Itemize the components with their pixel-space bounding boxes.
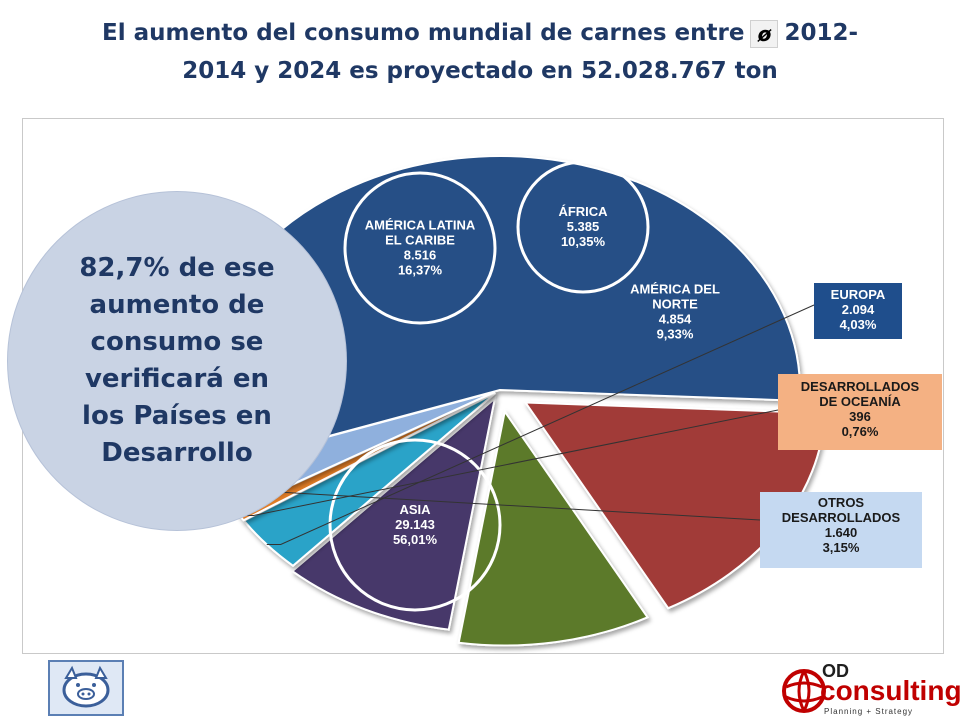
consulting-text: consulting xyxy=(820,675,960,706)
title-part-2: 2012- xyxy=(784,20,859,46)
oceania-percent: 0,76% xyxy=(841,424,879,439)
label-box-otros: OTROS DESARROLLADOS 1.640 3,15% xyxy=(760,492,922,568)
oceania-value: 396 xyxy=(849,409,871,424)
slice-label-asia-line-1: 29.143 xyxy=(395,517,435,532)
slice-label-africa-line-2: 10,35% xyxy=(561,234,606,249)
slice-label-america-del-norte-line-2: 4.854 xyxy=(659,312,692,327)
europa-name: EUROPA xyxy=(830,287,886,302)
slice-label-america-latina-line-0: AMÉRICA LATINA xyxy=(365,218,476,233)
title-line-2: 2014 y 2024 es proyectado en 52.028.767 … xyxy=(182,58,778,84)
highlight-circle-africa xyxy=(516,160,650,294)
otros-name-2: DESARROLLADOS xyxy=(781,510,901,525)
pig-logo xyxy=(48,660,124,716)
pie-slice-africa xyxy=(457,409,650,647)
page-title: El aumento del consumo mundial de carnes… xyxy=(0,14,960,90)
europa-percent: 4,03% xyxy=(839,317,877,332)
slice-label-america-latina-line-3: 16,37% xyxy=(398,263,443,278)
label-box-oceania: DESARROLLADOS DE OCEANÍA 396 0,76% xyxy=(778,374,942,450)
callout-text: 82,7% de ese aumento de consumo se verif… xyxy=(79,253,275,468)
globe-icon xyxy=(782,669,826,713)
otros-name-1: OTROS xyxy=(817,495,865,510)
slice-label-africa-line-1: 5.385 xyxy=(567,219,600,234)
slice-label-america-del-norte-line-0: AMÉRICA DEL xyxy=(630,282,720,297)
europa-value: 2.094 xyxy=(841,302,875,317)
slice-label-asia-line-0: ASIA xyxy=(399,502,431,517)
highlight-circle-asia xyxy=(328,438,502,612)
otros-percent: 3,15% xyxy=(822,540,860,555)
slice-label-africa-line-0: ÁFRICA xyxy=(558,204,608,219)
callout-bubble: 82,7% de ese aumento de consumo se verif… xyxy=(8,192,346,530)
diameter-icon: ø xyxy=(750,19,779,48)
slice-label-asia-line-2: 56,01% xyxy=(393,532,438,547)
od-text: OD xyxy=(822,661,849,681)
title-part-1: El aumento del consumo mundial de carnes… xyxy=(101,20,745,46)
slice-label-america-latina-line-1: EL CARIBE xyxy=(385,233,455,248)
title-line-1: El aumento del consumo mundial de carnes… xyxy=(0,14,960,52)
slice-label-america-del-norte-line-1: NORTE xyxy=(652,297,698,312)
tagline-text: Planning + Strategy xyxy=(824,707,914,716)
otros-value: 1.640 xyxy=(824,525,858,540)
od-consulting-logo: OD consulting Planning + Strategy xyxy=(760,655,960,720)
label-box-europa: EUROPA 2.094 4,03% xyxy=(814,283,902,339)
leader-line-europa xyxy=(266,304,815,545)
oceania-name-1: DESARROLLADOS xyxy=(800,379,920,394)
highlight-circle-america-latina xyxy=(343,171,497,325)
slice-label-america-latina-line-2: 8.516 xyxy=(404,248,437,263)
slice-label-america-del-norte-line-3: 9,33% xyxy=(657,327,694,342)
oceania-name-2: DE OCEANÍA xyxy=(819,394,901,409)
